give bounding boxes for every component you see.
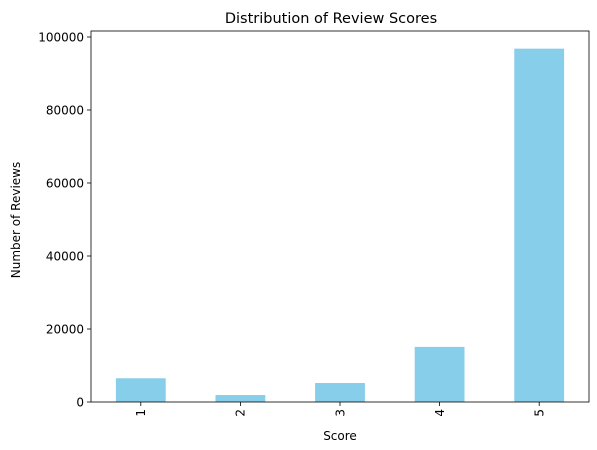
y-tick-label: 100000: [38, 30, 84, 44]
x-tick-label: 1: [134, 409, 148, 417]
bar-5: [514, 48, 565, 403]
axes-frame: [90, 30, 590, 403]
x-axis-label: Score: [323, 429, 357, 443]
y-tick-label: 80000: [46, 103, 84, 117]
y-tick-label: 20000: [46, 322, 84, 336]
chart-title: Distribution of Review Scores: [225, 11, 437, 27]
y-axis-label: Number of Reviews: [9, 162, 23, 278]
plot-area: 0 20000 40000 60000 80000 100000 1 2 3 4 5: [38, 30, 590, 417]
bar-1: [115, 378, 166, 402]
y-tick-label: 40000: [46, 249, 84, 263]
x-tick-label: 2: [234, 409, 248, 417]
bar-3: [315, 383, 365, 402]
bar-4: [414, 346, 465, 402]
y-tick-label: 0: [76, 395, 84, 409]
x-tick-label: 4: [433, 409, 447, 417]
bar-2: [215, 395, 266, 402]
x-tick-label: 3: [333, 409, 347, 417]
y-tick-label: 60000: [46, 176, 84, 190]
x-tick-label: 5: [533, 409, 547, 417]
